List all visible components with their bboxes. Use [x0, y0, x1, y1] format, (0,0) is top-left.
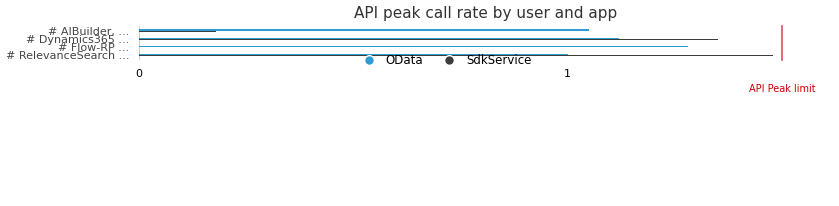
Legend: OData, SdkService: OData, SdkService	[352, 49, 536, 71]
Bar	[138, 39, 717, 40]
Bar	[138, 37, 619, 39]
Bar	[138, 54, 568, 55]
Bar	[138, 55, 774, 56]
Bar	[138, 29, 589, 30]
Bar	[138, 46, 688, 47]
Bar	[138, 31, 216, 32]
Text: API Peak limit: API Peak limit	[748, 84, 816, 94]
Title: API peak call rate by user and app: API peak call rate by user and app	[355, 6, 618, 21]
